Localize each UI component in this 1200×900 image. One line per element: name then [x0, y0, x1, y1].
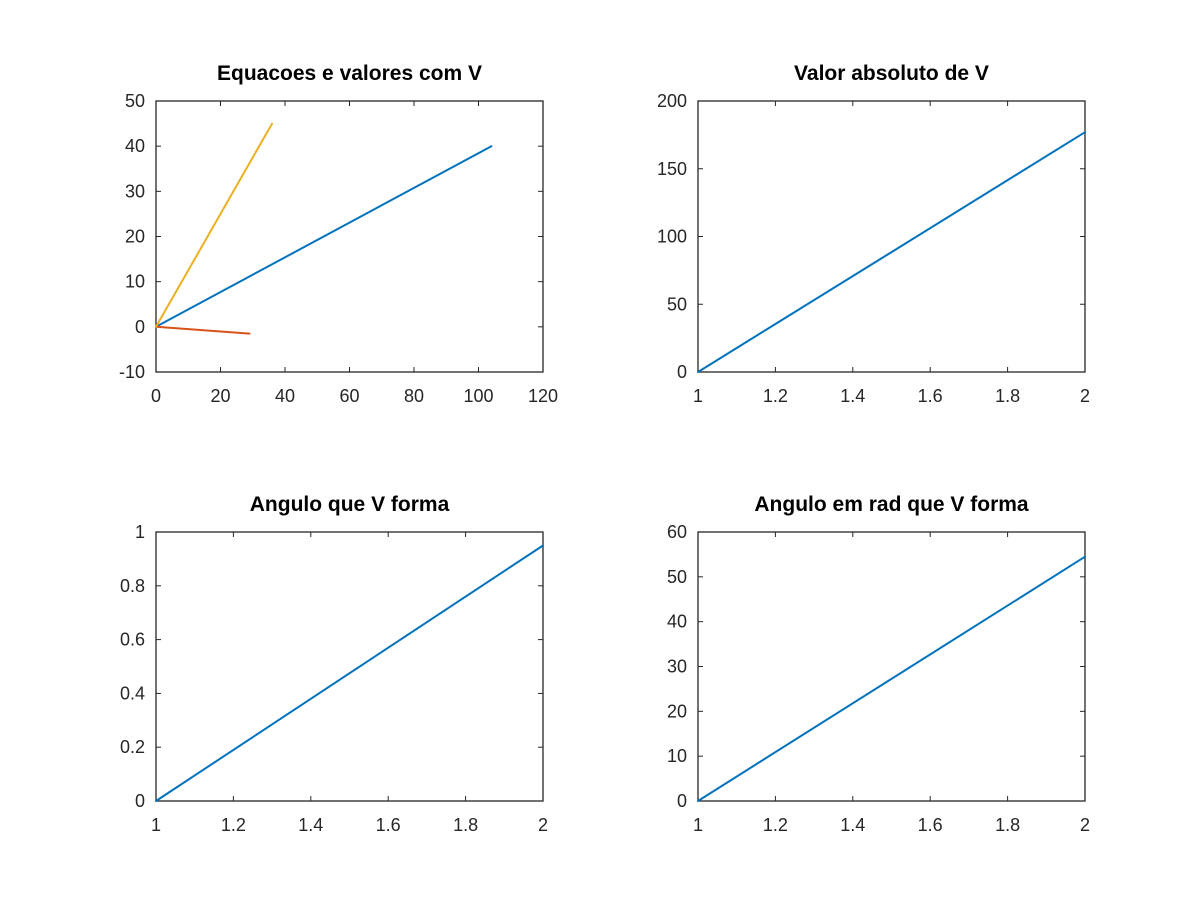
- y-tick-label: 0.6: [120, 630, 145, 650]
- x-tick-label: 1.8: [453, 815, 478, 835]
- x-tick-label: 0: [151, 386, 161, 406]
- y-tick-label: 0: [677, 362, 687, 382]
- subplot-bottom-left: Angulo que V forma 1 1.2 1.4 1.6 1.8 2 0 0.2 0.4…: [120, 493, 548, 835]
- x-tick-label: 1.6: [918, 386, 943, 406]
- subplot-bottom-right: Angulo em rad que V forma 1 1.2 1.4 1.6 1.8 2…: [667, 493, 1090, 835]
- y-tick-label: 0.8: [120, 576, 145, 596]
- x-tick-label: 2: [1080, 815, 1090, 835]
- y-tick-label: 200: [657, 91, 687, 111]
- subplot-top-left: Equacoes e valores com V 0 20 40 60 80 100 120…: [119, 62, 558, 406]
- axes-box: [697, 100, 1086, 373]
- subplot-top-right: Valor absoluto de V 1 1.2 1.4 1.6 1.8 2 0 50 100…: [657, 62, 1090, 406]
- x-tick-label: 1.2: [763, 815, 788, 835]
- x-tick-label: 80: [404, 386, 424, 406]
- x-tick-label: 60: [339, 386, 359, 406]
- x-tick-label: 1.8: [995, 386, 1020, 406]
- subplot-title: Angulo que V forma: [250, 493, 450, 516]
- x-tick-label: 1.2: [763, 386, 788, 406]
- y-tick-label: 10: [125, 272, 145, 292]
- axes-box: [155, 100, 544, 373]
- subplot-title: Angulo em rad que V forma: [754, 493, 1029, 516]
- y-tick-label: 40: [667, 612, 687, 632]
- y-tick-label: 40: [125, 136, 145, 156]
- x-tick-label: 20: [210, 386, 230, 406]
- y-tick-label: 0: [677, 791, 687, 811]
- y-tick-label: 10: [667, 746, 687, 766]
- x-tick-label: 1.6: [918, 815, 943, 835]
- axes-box: [155, 531, 544, 802]
- y-tick-label: 0.4: [120, 683, 145, 703]
- x-tick-label: 1.8: [995, 815, 1020, 835]
- y-tick-label: 20: [667, 701, 687, 721]
- x-tick-label: 1.4: [840, 815, 865, 835]
- x-tick-label: 40: [275, 386, 295, 406]
- x-tick-label: 1.4: [298, 815, 323, 835]
- series-line-1: [155, 145, 493, 328]
- x-tick-label: 120: [528, 386, 558, 406]
- x-tick-label: 1: [693, 815, 703, 835]
- series-line-3: [155, 122, 274, 328]
- y-tick-label: 50: [125, 91, 145, 111]
- y-tick-label: 150: [657, 159, 687, 179]
- x-tick-label: 1.4: [840, 386, 865, 406]
- y-tick-label: 30: [667, 657, 687, 677]
- subplot-title: Valor absoluto de V: [794, 62, 989, 85]
- y-tick-label: 30: [125, 181, 145, 201]
- y-tick-label: 100: [657, 227, 687, 247]
- series-line-2: [155, 325, 251, 335]
- series-line-1: [697, 555, 1086, 802]
- subplot-title: Equacoes e valores com V: [217, 62, 482, 85]
- y-tick-label: 20: [125, 227, 145, 247]
- series-line-1: [155, 544, 544, 802]
- x-tick-label: 1: [693, 386, 703, 406]
- y-tick-label: 60: [667, 522, 687, 542]
- x-tick-label: 1.2: [221, 815, 246, 835]
- series-line-1: [697, 131, 1086, 373]
- y-tick-label: 0: [135, 317, 145, 337]
- x-tick-label: 1.6: [376, 815, 401, 835]
- y-tick-label: 50: [667, 294, 687, 314]
- y-tick-label: -10: [119, 362, 145, 382]
- y-tick-label: 0: [135, 791, 145, 811]
- y-tick-label: 0.2: [120, 737, 145, 757]
- y-tick-label: 1: [135, 522, 145, 542]
- x-tick-label: 2: [1080, 386, 1090, 406]
- x-tick-label: 100: [463, 386, 493, 406]
- axes-box: [697, 531, 1086, 802]
- x-tick-label: 2: [538, 815, 548, 835]
- y-tick-label: 50: [667, 567, 687, 587]
- x-tick-label: 1: [151, 815, 161, 835]
